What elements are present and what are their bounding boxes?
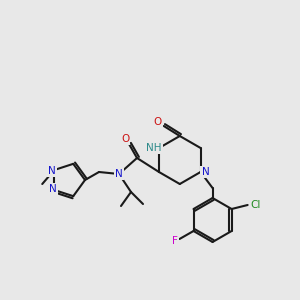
- Text: Cl: Cl: [250, 200, 261, 210]
- Text: N: N: [50, 184, 57, 194]
- Text: NH: NH: [146, 143, 162, 153]
- Text: N: N: [48, 166, 56, 176]
- Text: N: N: [115, 169, 123, 179]
- Text: N: N: [202, 167, 209, 177]
- Text: O: O: [121, 134, 129, 144]
- Text: F: F: [172, 236, 178, 246]
- Text: O: O: [154, 117, 162, 127]
